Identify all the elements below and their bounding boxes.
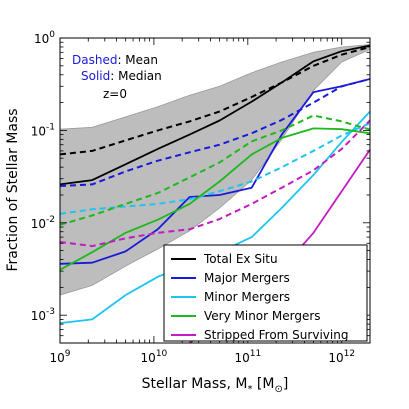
y-tick-exp: -1: [46, 122, 55, 132]
x-tick-base: 10: [328, 351, 343, 365]
legend-label-total-ex-situ: Total Ex Situ: [203, 252, 278, 266]
series-major-mergers-median: [60, 78, 370, 265]
legend-label-stripped-from-surviving: Stripped From Surviving: [204, 328, 348, 342]
annotation-solid-word: Solid: [81, 69, 110, 83]
annotation-mean: Dashed: Mean: [72, 53, 158, 67]
y-tick-exp: -2: [46, 215, 55, 225]
series-stripped-from-surviving-mean: [60, 119, 370, 248]
x-axis-title-unit-close: ]: [283, 376, 288, 392]
series-total-ex-situ-median: [60, 44, 370, 186]
y-tick-base: 10: [31, 309, 46, 323]
y-tick-base: 10: [31, 124, 46, 138]
y-tick-label: 10-1: [31, 122, 55, 138]
x-tick-base: 10: [141, 351, 156, 365]
legend-label-very-minor-mergers: Very Minor Mergers: [204, 309, 321, 323]
y-tick-exp: 0: [49, 30, 55, 40]
legend-label-major-mergers: Major Mergers: [204, 271, 290, 285]
x-tick-base: 10: [49, 351, 64, 365]
data-layer: [60, 44, 370, 343]
x-tick-label: 109: [49, 349, 70, 365]
annotation-solid-rest: : Median: [110, 69, 162, 83]
y-tick-label: 10-3: [31, 307, 55, 323]
scatter-band: [60, 44, 370, 296]
series-very-minor-mergers-mean: [60, 114, 370, 226]
legend-box: [163, 244, 368, 342]
x-axis-title: Stellar Mass, M* [M⊙]: [142, 376, 289, 395]
y-tick-base: 10: [31, 217, 46, 231]
x-tick-exp: 12: [344, 349, 355, 359]
y-axis-title: Fraction of Stellar Mass: [5, 108, 21, 271]
plot-frame: [59, 37, 371, 344]
x-axis-title-prefix: Stellar Mass, M: [142, 376, 248, 392]
y-tick-exp: -3: [46, 307, 55, 317]
x-axis-title-unit-open: [M: [252, 376, 274, 392]
x-tick-exp: 11: [250, 349, 261, 359]
y-tick-label: 10-2: [31, 215, 55, 231]
legend: Total Ex Situ Major Mergers Minor Mergers V…: [163, 244, 368, 342]
annotation-median: Solid: Median: [81, 69, 162, 83]
annotation-dashed-rest: : Mean: [117, 53, 158, 67]
series-major-mergers-mean: [60, 78, 370, 187]
annotation-dashed-word: Dashed: [72, 53, 117, 67]
y-tick-base: 10: [34, 32, 49, 46]
legend-label-minor-mergers: Minor Mergers: [204, 290, 290, 304]
x-tick-exp: 10: [156, 349, 168, 359]
x-tick-exp: 9: [65, 349, 71, 359]
annotation-redshift: z=0: [103, 87, 127, 101]
y-tick-label: 100: [34, 30, 55, 46]
x-tick-label: 1010: [141, 349, 168, 365]
x-axis-title-sub: *: [247, 384, 252, 395]
series-total-ex-situ-mean: [60, 46, 370, 156]
series-minor-mergers-mean: [60, 122, 370, 215]
series-very-minor-mergers-median: [60, 127, 370, 271]
x-tick-base: 10: [234, 351, 249, 365]
x-axis-title-unit-sub: ⊙: [274, 384, 282, 395]
x-tick-label: 1011: [234, 349, 261, 365]
x-tick-label: 1012: [328, 349, 355, 365]
